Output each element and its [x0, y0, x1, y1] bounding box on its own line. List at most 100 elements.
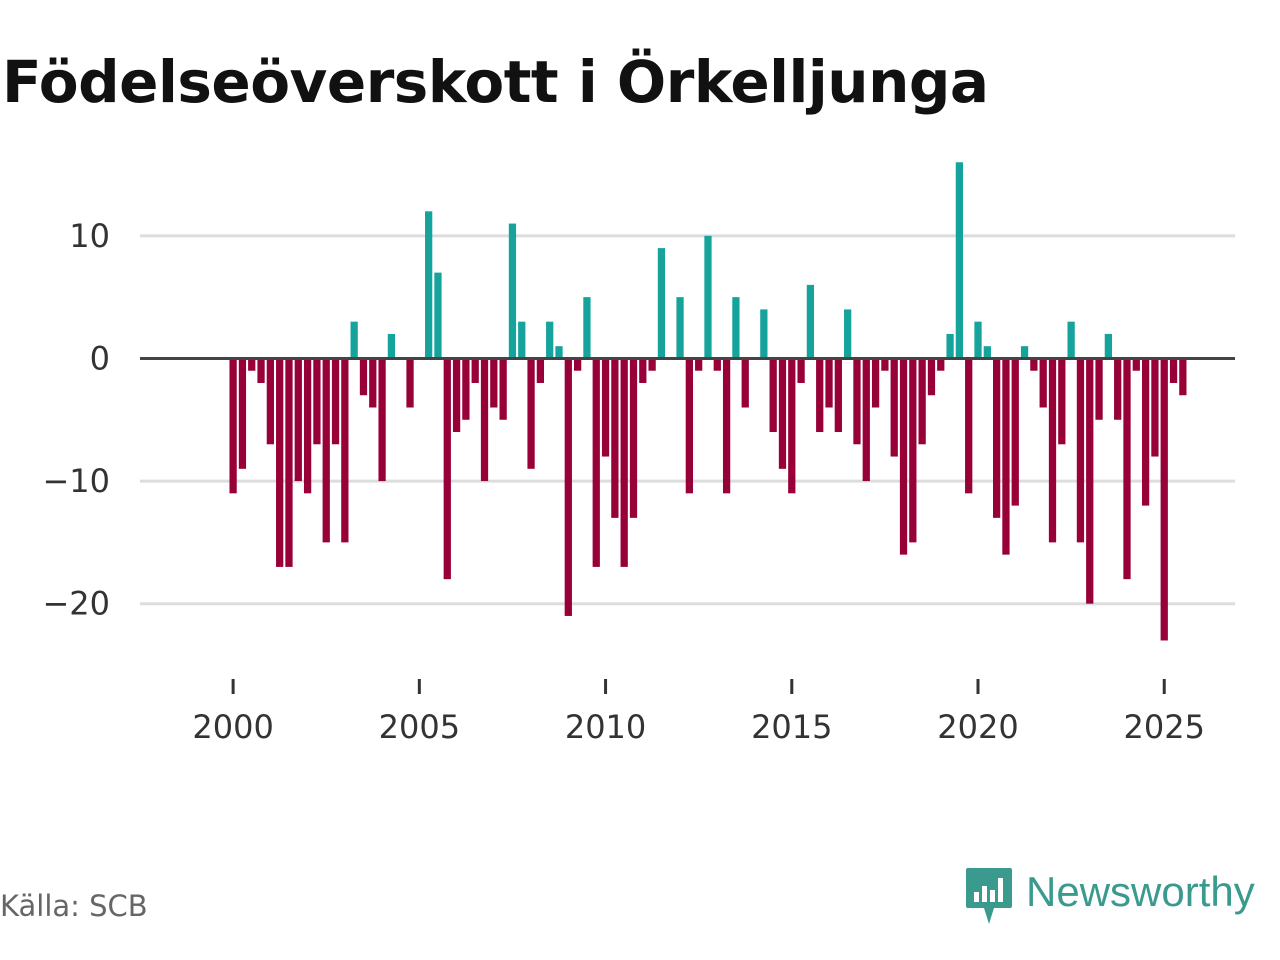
bar	[853, 358, 861, 445]
bar	[1067, 321, 1075, 359]
bar	[303, 358, 312, 494]
bar	[350, 321, 358, 359]
x-tick-label: 2000	[192, 708, 273, 746]
bar	[1076, 358, 1085, 543]
bar	[1151, 358, 1159, 457]
bar	[1169, 358, 1178, 383]
bar	[871, 358, 880, 408]
bar	[983, 346, 991, 359]
bar	[965, 358, 973, 494]
bar	[648, 358, 656, 371]
bar	[732, 297, 740, 359]
bar	[1095, 358, 1103, 420]
bar	[890, 358, 898, 457]
bar	[1020, 346, 1029, 359]
bar	[788, 358, 796, 494]
bar	[918, 358, 926, 445]
bar	[294, 358, 302, 482]
bar	[676, 297, 684, 359]
bar	[583, 297, 591, 359]
bar	[825, 358, 833, 408]
bar	[778, 358, 787, 469]
bar	[285, 358, 293, 567]
bar	[229, 358, 237, 494]
bar	[611, 358, 619, 518]
bar	[639, 358, 647, 383]
bar	[993, 358, 1001, 518]
bar	[657, 248, 666, 359]
bar	[601, 358, 610, 457]
bar	[769, 358, 777, 433]
bar	[937, 358, 945, 371]
bar	[555, 346, 563, 359]
bar	[620, 358, 628, 567]
brand-logo: Newsworthy	[964, 866, 1255, 926]
bar	[844, 309, 852, 359]
bar	[425, 211, 433, 359]
bar	[685, 358, 693, 494]
x-tick-label: 2015	[751, 708, 832, 746]
bar	[480, 358, 489, 482]
bar	[816, 358, 824, 433]
bar	[1114, 358, 1122, 420]
bar	[806, 284, 815, 359]
bar	[359, 358, 368, 396]
bar	[257, 358, 265, 383]
bar	[946, 333, 954, 359]
bar	[899, 358, 908, 555]
chart-title: Födelseöverskott i Örkelljunga	[2, 48, 989, 116]
bar	[1058, 358, 1066, 445]
x-tick-label: 2005	[379, 708, 460, 746]
bar	[1160, 358, 1168, 641]
bar	[406, 358, 414, 408]
bars	[229, 162, 1187, 641]
bar	[760, 309, 768, 359]
bar	[955, 162, 964, 359]
bar	[573, 358, 582, 371]
bar	[369, 358, 377, 408]
bar	[713, 358, 721, 371]
bar	[331, 358, 340, 445]
bar	[341, 358, 349, 543]
y-axis: 10 0 −10 −20	[42, 217, 110, 623]
bar	[695, 358, 703, 371]
bar	[443, 358, 451, 580]
bar	[508, 223, 517, 359]
bar	[592, 358, 600, 567]
bar	[518, 321, 526, 359]
bar	[629, 358, 638, 518]
bar	[862, 358, 870, 482]
x-tick-label: 2020	[937, 708, 1018, 746]
newsworthy-icon	[966, 868, 1012, 924]
bar	[1030, 358, 1038, 371]
bar	[471, 358, 479, 383]
bar	[927, 358, 936, 396]
bar	[741, 358, 749, 408]
bar	[1039, 358, 1047, 408]
bar	[322, 358, 330, 543]
bar	[248, 358, 256, 371]
bar	[499, 358, 507, 420]
bar	[1104, 333, 1112, 359]
bar	[266, 358, 274, 445]
bar	[546, 321, 554, 359]
x-tick-label: 2010	[565, 708, 646, 746]
source-label: Källa: SCB	[0, 889, 148, 923]
bar	[564, 358, 572, 616]
bar	[1141, 358, 1150, 506]
bar	[536, 358, 545, 383]
bar	[909, 358, 917, 543]
x-axis: 2000 2005 2010 2015 2020 2025	[192, 679, 1205, 746]
bar	[704, 235, 712, 359]
bar	[276, 358, 284, 567]
bar	[490, 358, 498, 408]
bar	[238, 358, 247, 469]
bar	[1048, 358, 1057, 543]
y-tick-label: 10	[69, 217, 110, 255]
bar	[1123, 358, 1131, 580]
bar	[974, 321, 982, 359]
bar	[378, 358, 386, 482]
bar	[313, 358, 321, 445]
bar	[1132, 358, 1140, 371]
